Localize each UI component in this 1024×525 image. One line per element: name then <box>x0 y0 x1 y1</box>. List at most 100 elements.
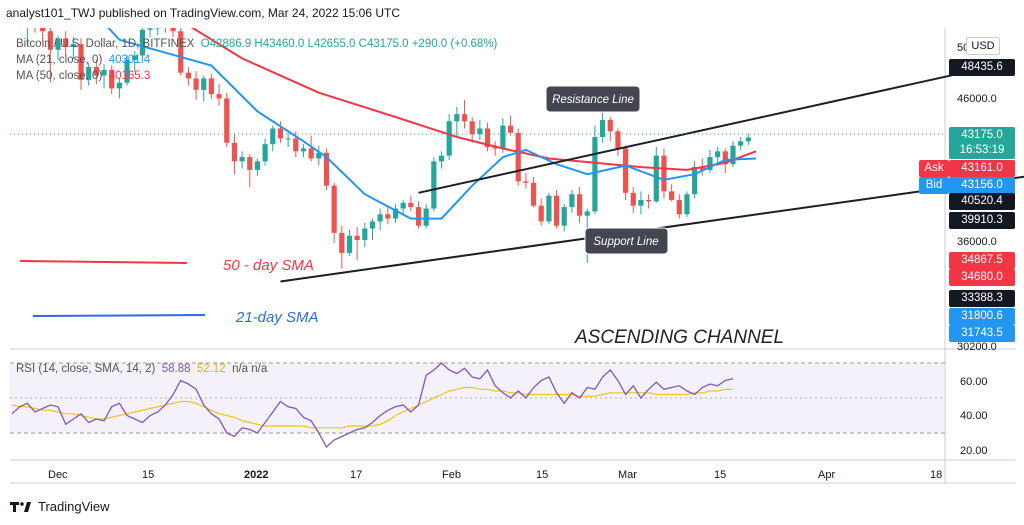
candle <box>270 125 276 152</box>
candle <box>339 225 345 269</box>
candle <box>346 229 353 256</box>
price-tag: 39910.3 <box>949 212 1015 229</box>
candle <box>392 204 399 223</box>
rsi-level-60: 60.00 <box>960 376 988 388</box>
rsi-level-20: 20.00 <box>960 445 988 457</box>
price-tag: 48435.6 <box>949 59 1015 76</box>
price-level-36000: 36000.0 <box>957 236 997 248</box>
candle <box>461 99 468 129</box>
tradingview-logo-icon <box>10 501 31 512</box>
candle <box>254 158 261 176</box>
candle <box>170 28 176 37</box>
candle <box>308 135 314 162</box>
candle <box>26 28 28 46</box>
candle <box>615 128 621 156</box>
x-label-2022: 2022 <box>244 469 268 481</box>
candle <box>553 189 560 229</box>
resistance-callout: Resistance Line <box>545 85 641 113</box>
candle <box>546 192 552 225</box>
candle <box>492 141 498 156</box>
ma21-line <box>107 28 757 220</box>
price-tag-prefix: Bid <box>919 177 949 194</box>
rsi-label[interactable]: RSI (14, close, SMA, 14, 2) <box>16 363 156 375</box>
candle <box>515 128 521 186</box>
candle <box>454 107 460 138</box>
candle <box>116 78 122 99</box>
sma50-legend-label: 50 - day SMA <box>223 257 314 274</box>
candle <box>576 187 583 223</box>
x-label-feb: Feb <box>442 469 461 481</box>
ma50-value: 40165.3 <box>108 70 151 82</box>
candle <box>47 28 53 83</box>
candle <box>738 137 744 150</box>
x-label-15-feb: 15 <box>536 469 548 481</box>
candle <box>400 199 406 215</box>
ma50-label[interactable]: MA (50, close, 0) <box>16 70 103 82</box>
candle <box>323 148 330 190</box>
candle <box>147 28 153 37</box>
candle <box>231 134 238 175</box>
candle <box>193 71 199 100</box>
candle <box>70 36 76 59</box>
symbol-name[interactable]: Bitcoin / U.S. Dollar, 1D, BITFINEX <box>16 38 195 50</box>
chart-legend: Bitcoin / U.S. Dollar, 1D, BITFINEX O428… <box>16 36 497 84</box>
candle <box>676 194 682 219</box>
x-label-17-jan: 17 <box>350 469 362 481</box>
publish-header: analyst101_TWJ published on TradingView.… <box>6 6 400 20</box>
support-label: Support Line <box>593 236 658 248</box>
candle <box>354 227 360 261</box>
candle <box>124 55 130 86</box>
candle <box>415 201 422 229</box>
price-tag: 34867.5 <box>949 252 1015 269</box>
price-tag: 34680.0 <box>949 269 1015 286</box>
rsi-level-40: 40.00 <box>960 410 988 422</box>
currency-button[interactable]: USD <box>966 37 1000 55</box>
ma21-label[interactable]: MA (21, close, 0) <box>16 54 103 66</box>
rsi-na: n/a n/a <box>232 363 268 375</box>
price-tag: 31800.6 <box>949 308 1015 325</box>
price-tag: 16:53:19 <box>949 142 1015 159</box>
candle <box>208 74 215 99</box>
candle <box>385 205 391 225</box>
candle <box>692 161 698 199</box>
candles-group <box>19 28 751 269</box>
candle <box>277 121 284 143</box>
candle <box>423 204 429 229</box>
x-label-apr: Apr <box>818 469 835 481</box>
candle <box>507 115 514 136</box>
candle <box>101 64 107 89</box>
candle <box>653 147 659 203</box>
candle <box>469 117 475 143</box>
footer-brand[interactable]: TradingView <box>10 499 110 514</box>
candle <box>630 187 636 213</box>
rsi-sma-value: 52.12 <box>196 363 226 375</box>
x-label-18-apr: 18 <box>930 469 942 481</box>
candle <box>730 141 736 168</box>
candle <box>592 125 598 215</box>
candle <box>164 28 166 33</box>
candle <box>155 28 161 36</box>
candle <box>262 138 268 166</box>
price-tag: 31743.5 <box>949 325 1015 342</box>
sma50-legend-line <box>19 260 188 264</box>
candle <box>561 204 567 232</box>
x-label-15-mar: 15 <box>714 469 726 481</box>
price-tag: 40520.4 <box>949 193 1015 210</box>
footer-brand-label: TradingView <box>38 499 110 514</box>
candle <box>185 66 192 86</box>
candle <box>109 65 115 95</box>
candle <box>500 118 506 153</box>
candle <box>569 189 575 213</box>
support-callout: Support Line <box>584 227 669 255</box>
price-tag: 33388.3 <box>949 290 1015 307</box>
candle <box>438 151 445 169</box>
rsi-sma-line <box>11 386 733 429</box>
candle <box>331 182 337 243</box>
candle <box>484 122 491 152</box>
ma21-value: 40301.4 <box>108 54 151 66</box>
candle <box>408 195 414 212</box>
sma21-legend-line <box>32 314 206 317</box>
candle <box>239 151 245 169</box>
candle <box>530 177 537 208</box>
